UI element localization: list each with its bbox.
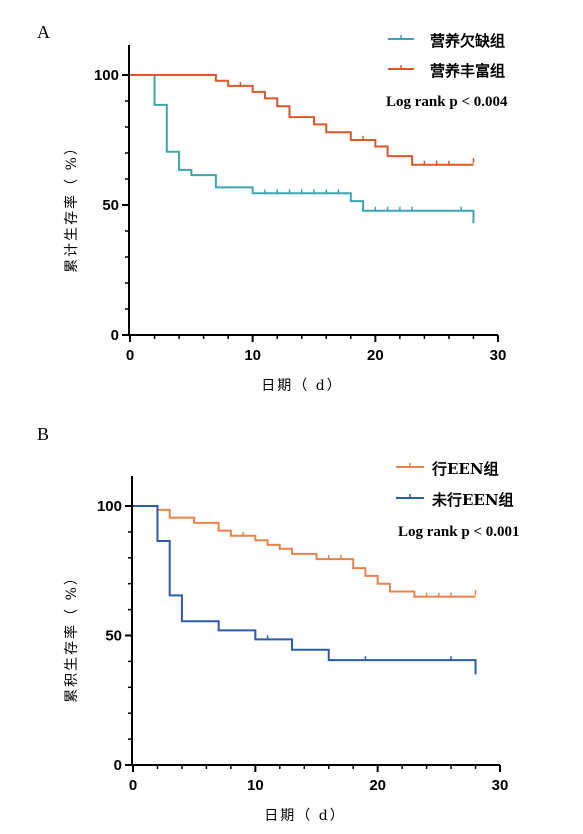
panel-b-y-tick-label: 100 — [97, 498, 122, 515]
panel-a-series-2-curve — [130, 74, 474, 166]
plot-layer: 0 50 100 0 10 20 30 0 50 100 0 10 20 30 — [94, 35, 508, 794]
panel-b-series-1-curve — [133, 505, 476, 598]
panel-b-letter: B — [37, 424, 49, 444]
panel-a-annotation: Log rank p < 0.004 — [386, 94, 508, 110]
panel-b-x-tick-label: 10 — [247, 777, 264, 794]
panel-b-series-2-curve — [133, 505, 477, 675]
panel-b-legend-label-1: 行EEN组 — [431, 460, 499, 478]
panel-b-y-tick-label: 0 — [114, 757, 122, 774]
panel-a-y-tick-label: 0 — [111, 327, 119, 344]
panel-a-y-axis-title: 累计生存率（ %） — [63, 139, 80, 273]
panel-a-y-tick-label: 50 — [102, 197, 119, 214]
panel-b-x-tick-label: 30 — [492, 777, 509, 794]
panel-b-y-tick-label: 50 — [105, 628, 122, 645]
panel-b-annotation: Log rank p < 0.001 — [398, 524, 520, 540]
panel-a-x-tick-label: 30 — [490, 347, 507, 364]
panel-a-legend-label-2: 营养丰富组 — [430, 62, 505, 80]
panel-b-legend-label-2: 未行EEN组 — [431, 491, 514, 509]
panel-b-x-tick-label: 0 — [129, 777, 137, 794]
panel-a-x-tick-label: 0 — [126, 347, 134, 364]
panel-a-letter: A — [37, 22, 50, 42]
panel-a-series-1-curve — [130, 74, 475, 224]
panel-a-legend-label-1: 营养欠缺组 — [430, 32, 505, 50]
panel-a-y-tick-label: 100 — [94, 67, 119, 84]
panel-a-x-tick-label: 10 — [244, 347, 261, 364]
panel-b-x-tick-label: 20 — [369, 777, 386, 794]
panel-b-y-axis-title: 累积生存率（ %） — [63, 569, 80, 703]
panel-a-x-tick-label: 20 — [367, 347, 384, 364]
panel-b-x-axis-title: 日期（ d） — [264, 808, 345, 824]
panel-a-x-axis-title: 日期（ d） — [261, 378, 342, 394]
